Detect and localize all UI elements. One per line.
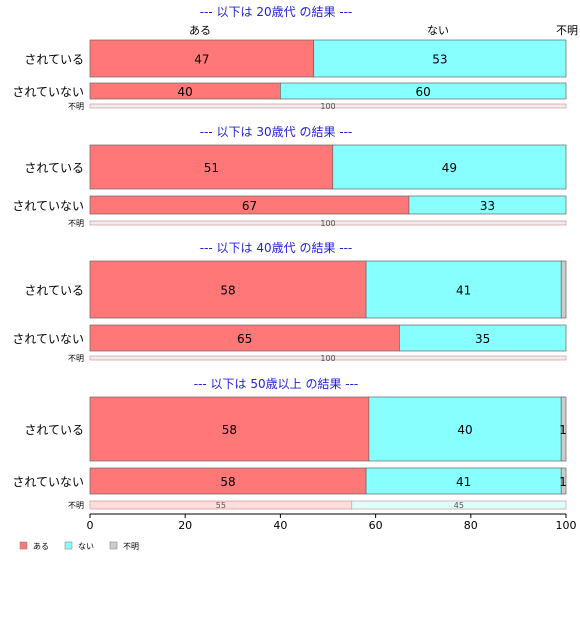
row-label: 不明: [68, 102, 84, 111]
x-tick-label: 0: [87, 519, 94, 532]
bar-segment: [408, 195, 567, 215]
panel-title: --- 以下は 40歳代 の結果 ---: [200, 241, 353, 255]
legend-label: ある: [33, 542, 49, 551]
row-label: されていない: [12, 85, 84, 99]
top-label-2: 不明: [556, 24, 578, 37]
bar-segment: [368, 396, 562, 462]
bar-row: されていない 67 33: [12, 195, 567, 215]
bar-value-label: 58: [220, 284, 235, 298]
panel-0: --- 以下は 20歳代 の結果 --- されている 47 53 されていない 40 60 不…: [12, 5, 567, 111]
bar-segment: [89, 355, 567, 361]
row-label: されている: [24, 423, 84, 437]
x-tick-label: 80: [464, 519, 478, 532]
bar-row: されている 58 41: [24, 260, 567, 319]
bar-segment: [560, 260, 567, 319]
bar-value-label: 1: [559, 423, 567, 437]
bar-segment: [365, 260, 562, 319]
bar-row: されている 47 53: [24, 39, 567, 78]
bar-segment: [89, 396, 370, 462]
bar-value-label: 58: [222, 423, 237, 437]
bar-segment: [560, 396, 567, 462]
legend-swatch: [64, 541, 73, 550]
bar-value-label: 55: [216, 501, 226, 510]
row-label: されていない: [12, 332, 84, 346]
panel-title: --- 以下は 50歳以上 の結果 ---: [194, 377, 359, 391]
x-tick-label: 20: [178, 519, 192, 532]
legend: ある ない 不明: [19, 541, 139, 551]
bar-segment: [280, 82, 567, 100]
bar-row: 不明 55 45: [68, 500, 567, 510]
panel-3: --- 以下は 50歳以上 の結果 --- されている 58 40 1 されていない 58 4…: [12, 377, 566, 510]
legend-swatch: [109, 541, 118, 550]
bar-value-label: 49: [442, 161, 457, 175]
bar-row: 不明 100: [68, 102, 567, 111]
legend-label: ない: [78, 542, 94, 551]
bar-value-label: 47: [194, 53, 209, 67]
bar-value-label: 33: [480, 199, 495, 213]
bar-value-label: 45: [454, 501, 464, 510]
bar-segment: [332, 144, 567, 190]
chart-panels: --- 以下は 20歳代 の結果 --- されている 47 53 されていない 40 60 不…: [12, 5, 566, 510]
bar-segment: [313, 39, 567, 78]
bar-row: されている 51 49: [24, 144, 567, 190]
bar-value-label: 40: [178, 85, 193, 99]
bar-row: されていない 40 60: [12, 82, 567, 100]
bar-segment: [89, 103, 567, 109]
x-tick-label: 40: [273, 519, 287, 532]
row-label: されていない: [12, 475, 84, 489]
bar-row: 不明 100: [68, 354, 567, 363]
row-label: されている: [24, 53, 84, 67]
bar-value-label: 100: [320, 219, 335, 228]
row-label: 不明: [68, 354, 84, 363]
panel-2: --- 以下は 40歳代 の結果 --- されている 58 41 されていない 65 35 不…: [12, 241, 567, 363]
legend-label: 不明: [123, 542, 139, 551]
top-label-0: ある: [189, 24, 211, 37]
panel-title: --- 以下は 30歳代 の結果 ---: [200, 125, 353, 139]
row-label: されている: [24, 161, 84, 175]
row-label: されている: [24, 284, 84, 298]
legend-swatch: [19, 541, 28, 550]
bar-value-label: 58: [220, 475, 235, 489]
bar-row: されている 58 40 1: [24, 396, 567, 462]
bar-segment: [351, 500, 567, 510]
bar-segment: [560, 467, 567, 495]
bar-value-label: 67: [242, 199, 257, 213]
x-tick-label: 60: [369, 519, 383, 532]
bar-segment: [365, 467, 562, 495]
x-axis: 0 20 40 60 80 100: [87, 513, 577, 532]
bar-row: されていない 58 41 1: [12, 467, 567, 495]
bar-value-label: 100: [320, 102, 335, 111]
row-label: 不明: [68, 501, 84, 510]
x-tick-label: 100: [556, 519, 577, 532]
bar-value-label: 60: [416, 85, 431, 99]
top-label-1: ない: [427, 24, 449, 37]
bar-value-label: 65: [237, 332, 252, 346]
bar-segment: [89, 220, 567, 226]
panel-1: --- 以下は 30歳代 の結果 --- されている 51 49 されていない 67 33 不…: [12, 125, 567, 228]
bar-segment: [399, 324, 567, 352]
bar-segment: [89, 467, 367, 495]
panel-title: --- 以下は 20歳代 の結果 ---: [200, 5, 353, 19]
bar-segment: [89, 39, 315, 78]
top-category-labels: ある ない 不明: [189, 24, 578, 37]
bar-value-label: 40: [457, 423, 472, 437]
bar-value-label: 53: [432, 53, 447, 67]
bar-segment: [89, 144, 334, 190]
bar-value-label: 1: [559, 475, 567, 489]
bar-value-label: 41: [456, 284, 471, 298]
bar-row: 不明 100: [68, 219, 567, 228]
bar-row: されていない 65 35: [12, 324, 567, 352]
row-label: されていない: [12, 199, 84, 213]
row-label: 不明: [68, 219, 84, 228]
bar-value-label: 51: [204, 161, 219, 175]
bar-value-label: 100: [320, 354, 335, 363]
bar-value-label: 41: [456, 475, 471, 489]
bar-segment: [89, 260, 367, 319]
bar-value-label: 35: [475, 332, 490, 346]
